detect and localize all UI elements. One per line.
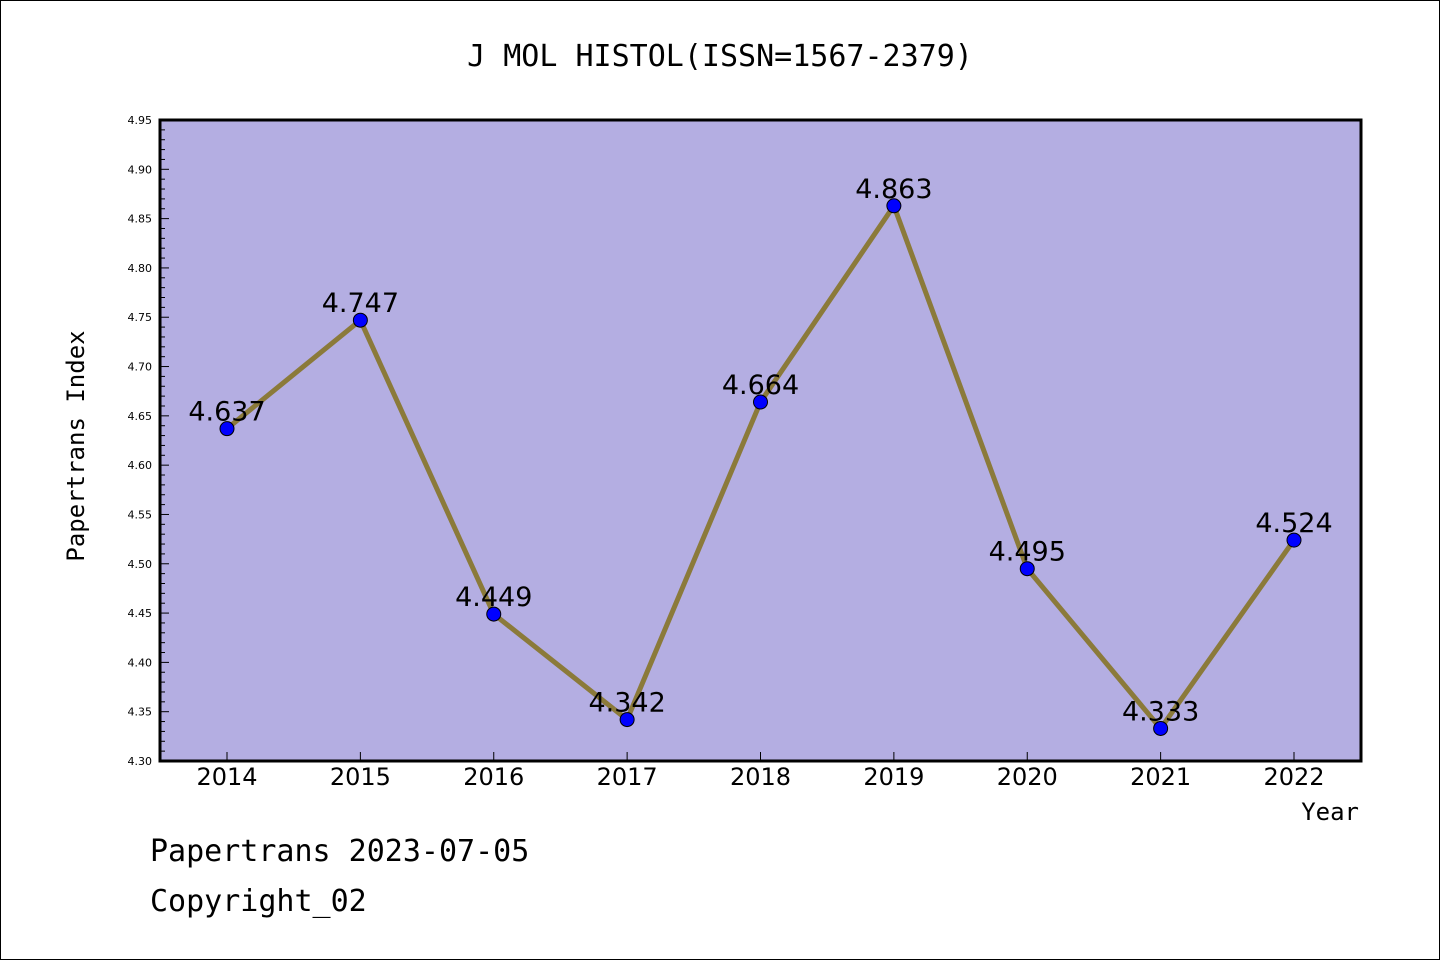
y-tick-label: 4.40 [128, 656, 153, 669]
data-label: 4.747 [322, 288, 399, 319]
x-tick-label: 2018 [730, 763, 791, 791]
data-point [1153, 720, 1169, 736]
data-point [486, 606, 502, 622]
y-tick-label: 4.85 [128, 213, 153, 226]
data-point [219, 421, 235, 437]
data-label: 4.449 [455, 582, 532, 613]
y-tick-label: 4.35 [128, 706, 153, 719]
y-tick-label: 4.95 [128, 114, 153, 127]
x-axis-label: Year [1301, 798, 1359, 826]
y-tick-label: 4.90 [128, 163, 153, 176]
data-label: 4.495 [989, 537, 1066, 568]
x-tick-label: 2017 [597, 763, 658, 791]
y-tick-label: 4.45 [128, 607, 153, 620]
data-label: 4.333 [1122, 696, 1199, 727]
footer-copyright: Copyright_02 [150, 884, 367, 919]
data-label: 4.863 [855, 174, 932, 205]
x-tick-label: 2014 [196, 763, 257, 791]
x-tick-label: 2015 [330, 763, 391, 791]
data-labels: 4.637 4.747 4.449 4.342 4.664 4.863 4.495 4.333… [188, 174, 1332, 728]
x-tick-label: 2020 [997, 763, 1058, 791]
x-tick-label: 2016 [463, 763, 524, 791]
y-tick-label: 4.60 [128, 459, 153, 472]
y-axis: 4.30 4.35 4.40 4.45 4.50 4.55 4.60 4.65 4.70 4.75… [128, 114, 169, 768]
chart-title: J MOL HISTOL(ISSN=1567-2379) [467, 39, 973, 74]
data-label: 4.342 [588, 688, 665, 719]
y-tick-label: 4.50 [128, 558, 153, 571]
y-axis-label: Papertrans Index [62, 330, 90, 561]
x-tick-label: 2019 [863, 763, 924, 791]
data-point [352, 312, 368, 328]
data-point [886, 198, 902, 214]
data-point [1286, 532, 1302, 548]
footer-date: Papertrans 2023-07-05 [150, 834, 530, 869]
y-tick-label: 4.75 [128, 311, 153, 324]
data-label: 4.524 [1255, 508, 1332, 539]
y-tick-label: 4.55 [128, 508, 153, 521]
data-point [1019, 561, 1035, 577]
data-label: 4.664 [722, 370, 799, 401]
data-point [619, 712, 635, 728]
y-tick-label: 4.80 [128, 262, 153, 275]
plot-area [158, 118, 1363, 763]
data-label: 4.637 [188, 397, 265, 428]
y-tick-label: 4.30 [128, 755, 153, 768]
data-markers [219, 198, 1302, 736]
x-tick-label: 2022 [1263, 763, 1324, 791]
y-tick-label: 4.70 [128, 361, 153, 374]
data-point [753, 394, 768, 410]
y-tick-label: 4.65 [128, 410, 153, 423]
x-axis: 2014 2015 2016 2017 2018 2019 2020 2021 2022 [196, 752, 1325, 791]
x-tick-label: 2021 [1130, 763, 1191, 791]
